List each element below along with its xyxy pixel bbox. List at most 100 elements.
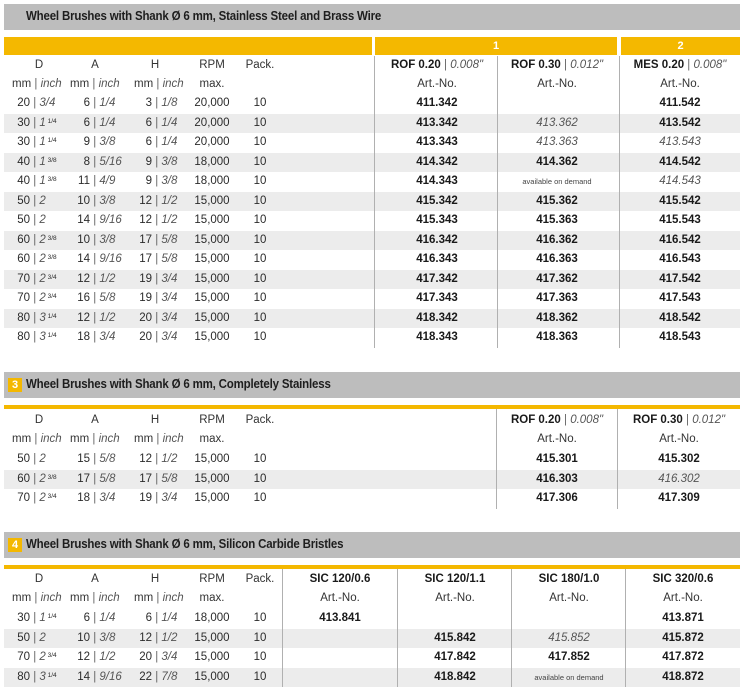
h-value: 9 | 3/8 <box>128 153 184 173</box>
mes020-artno: 417.542 <box>659 272 701 285</box>
col-a-units: mm | inch <box>70 78 120 90</box>
a-value-inch: 9/16 <box>99 253 122 265</box>
rpm-value: 15,000 <box>194 272 230 285</box>
d-fraction: 3/4 <box>45 293 57 300</box>
col-d-header: D <box>34 414 44 426</box>
a-value-mm: 6 <box>83 97 90 109</box>
h-value-mm: 9 <box>145 155 152 168</box>
col-pack-header: Pack. <box>245 573 275 585</box>
h-value: 6 | 1/4 <box>128 133 184 153</box>
rpm-value: 18,000 <box>194 175 230 187</box>
col-rof020-header-inch: 0.008" <box>450 59 484 71</box>
h-value-mm: 6 <box>145 136 152 148</box>
section-3-number: 3 <box>8 378 22 392</box>
unit-inch: inch <box>98 592 120 604</box>
col-rof030-header: ROF 0.30 | 0.012" <box>632 414 726 426</box>
h-value-inch: 1/4 <box>161 136 178 148</box>
group-1-label: 1 <box>492 40 500 52</box>
divider <box>374 56 375 348</box>
a-value: 12 | 1/2 <box>66 309 122 329</box>
d-value: 50 | 2 <box>4 211 60 231</box>
col-a-units: mm | inch <box>70 433 120 445</box>
section-3-title: Wheel Brushes with Shank Ø 6 mm, Complet… <box>26 377 331 391</box>
pack-value: 10 <box>253 453 267 465</box>
a-value-mm: 6 <box>83 612 90 624</box>
d-mm: 70 <box>17 292 30 304</box>
col-rof020-header-label: ROF 0.20 <box>390 59 441 71</box>
section-4-header: 4 Wheel Brushes with Shank Ø 6 mm, Silic… <box>4 532 740 558</box>
d-mm: 30 <box>17 116 30 129</box>
d-mm: 80 <box>17 311 30 324</box>
divider <box>511 569 512 687</box>
d-fraction: 1/4 <box>45 137 57 144</box>
section-4-rule <box>4 565 740 569</box>
group-1-bar <box>4 37 372 55</box>
rpm-value: 15,000 <box>194 472 230 485</box>
rof020-artno: 415.343 <box>416 214 458 226</box>
col-pack-header: Pack. <box>245 59 275 71</box>
a-value: 18 | 3/4 <box>66 489 122 509</box>
col-sic4-header-label: SIC 320/0.6 <box>652 573 714 585</box>
h-value-inch: 3/8 <box>161 155 178 168</box>
d-mm: 70 <box>17 272 30 285</box>
col-d-units: mm | inch <box>12 433 62 445</box>
col-sic1-header: SIC 120/0.6 <box>284 570 396 590</box>
rof020-artno: 413.342 <box>416 116 458 129</box>
d-inch: 3 <box>39 331 46 343</box>
h-value-inch: 7/8 <box>161 670 178 683</box>
section-3-rule <box>4 405 740 409</box>
a-value-inch: 3/8 <box>99 194 116 207</box>
rof020-artno: 416.343 <box>416 253 458 265</box>
col-rof030-header-label: ROF 0.30 <box>632 414 683 426</box>
col-h-units: mm | inch <box>134 78 184 90</box>
col-pack-header: Pack. <box>245 414 275 426</box>
group-2-label: 2 <box>677 40 684 52</box>
pack-value: 10 <box>253 311 267 324</box>
col-rof030-header-inch: 0.012" <box>692 414 726 426</box>
pack-value: 10 <box>253 194 267 207</box>
d-mm: 80 <box>17 670 30 683</box>
d-fraction: 3/8 <box>45 254 57 261</box>
col-rpm-header: RPM <box>199 59 225 71</box>
h-value-inch: 5/8 <box>161 233 178 246</box>
col-mes020-header-label: MES 0.20 <box>633 59 685 71</box>
d-mm: 40 <box>17 175 30 187</box>
d-inch: 2 <box>39 651 46 663</box>
a-value: 8 | 5/16 <box>66 153 122 173</box>
d-fraction: 1/4 <box>45 117 57 125</box>
d-value: 30 | 1 1/4 <box>4 609 60 629</box>
h-value-inch: 3/4 <box>161 492 178 504</box>
sic2-artno: 418.842 <box>434 670 476 683</box>
rof020-artno: 413.343 <box>416 136 458 148</box>
a-value-inch: 5/8 <box>99 292 116 304</box>
h-value-inch: 3/4 <box>161 331 178 343</box>
h-value: 12 | 1/2 <box>128 211 184 231</box>
divider <box>619 56 620 348</box>
unit-mm: mm <box>134 433 154 445</box>
sic1-artno: 413.841 <box>319 612 361 624</box>
sic1-artno <box>284 629 396 649</box>
divider <box>397 569 398 687</box>
col-sic3-header-label: SIC 180/1.0 <box>538 573 600 585</box>
rpm-value: 18,000 <box>194 612 230 624</box>
col-sic2-header-label: SIC 120/1.1 <box>424 573 486 585</box>
rpm-value: 20,000 <box>194 97 230 109</box>
d-fraction: 3/8 <box>45 473 57 481</box>
sic3-artno: 415.852 <box>548 631 590 644</box>
d-mm: 70 <box>17 651 30 663</box>
col-sic1-header-label: SIC 120/0.6 <box>309 573 371 585</box>
pack-value: 10 <box>253 175 267 187</box>
h-value: 12 | 1/2 <box>128 629 184 649</box>
mes020-artno: 418.543 <box>659 331 701 343</box>
mes020-artno: 415.542 <box>659 194 701 207</box>
d-value: 80 | 3 1/4 <box>4 668 60 688</box>
h-value-mm: 20 <box>139 311 152 324</box>
rof030-artno: 418.362 <box>536 311 578 324</box>
d-value: 70 | 2 3/4 <box>4 289 60 309</box>
a-value-inch: 3/8 <box>99 631 116 644</box>
a-value-inch: 5/8 <box>99 453 116 465</box>
unit-mm: mm <box>70 433 90 445</box>
col-a-header: A <box>91 573 99 585</box>
a-value-mm: 12 <box>77 272 90 285</box>
col-d-header: D <box>34 573 44 585</box>
